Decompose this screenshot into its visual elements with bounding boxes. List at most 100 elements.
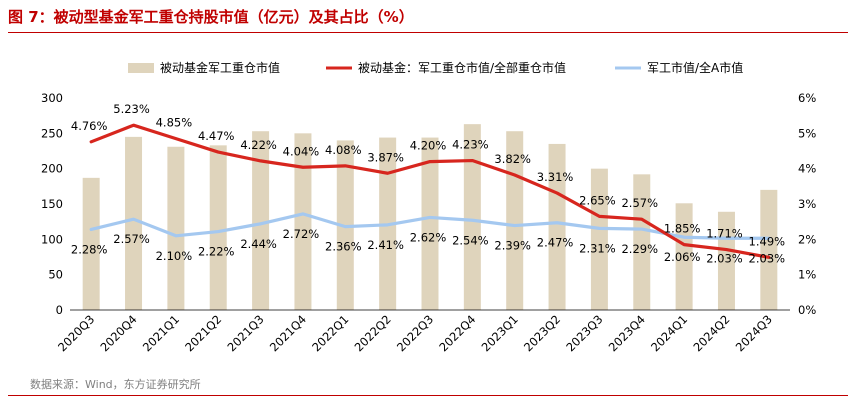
bar-mark: [633, 174, 651, 310]
blue-series-point: [217, 230, 220, 233]
blue-series-point: [174, 234, 178, 237]
blue-series-data-label: 2.44%: [240, 237, 277, 251]
blue-series-point: [301, 212, 305, 216]
bar-mark: [252, 131, 270, 310]
blue-series-data-label: 2.72%: [283, 227, 320, 241]
blue-series-point: [682, 236, 686, 239]
y-left-tick-label: 0: [56, 303, 63, 317]
legend-red-line-label: 被动基金：军工重仓市值/全部重仓市值: [358, 60, 566, 75]
red-series-point: [428, 160, 432, 163]
x-tick-label: 2023Q1: [479, 312, 521, 354]
blue-series-data-label: 2.36%: [325, 240, 362, 254]
x-tick-label: 2024Q3: [733, 312, 775, 354]
red-series-point: [132, 124, 135, 127]
bar-mark: [548, 143, 566, 310]
red-series-point: [513, 173, 516, 177]
blue-series-point: [428, 216, 432, 219]
red-series-point: [386, 172, 389, 175]
x-tick-label: 2024Q2: [690, 312, 732, 354]
y-left-tick-label: 250: [41, 126, 63, 140]
legend-bar-label: 被动基金军工重仓市值: [160, 60, 280, 75]
x-tick-label: 2022Q1: [309, 312, 351, 354]
y-left-tick-label: 300: [41, 91, 63, 105]
blue-series-point: [513, 224, 516, 227]
bar-mark: [717, 211, 735, 310]
red-series-data-label: 1.71%: [706, 227, 743, 241]
bar-mark: [421, 137, 439, 310]
legend-bar-swatch: [128, 63, 154, 73]
chart-title: 图 7：被动型基金军工重仓持股市值（亿元）及其占比（%）: [8, 8, 414, 26]
red-series-data-label: 4.23%: [452, 138, 489, 152]
y-left-tick-label: 200: [41, 162, 63, 176]
x-tick-label: 2023Q2: [521, 312, 563, 354]
bar-mark: [125, 136, 143, 310]
x-tick-label: 2021Q2: [182, 312, 224, 354]
red-series-data-label: 3.31%: [537, 170, 574, 184]
title-divider: [8, 32, 848, 33]
red-series-data-label: 3.87%: [367, 150, 404, 164]
blue-series-point: [89, 228, 93, 231]
x-tick-label: 2022Q2: [352, 312, 394, 354]
red-series-point: [767, 256, 771, 259]
red-series-point: [471, 159, 474, 162]
red-series-data-label: 2.57%: [621, 196, 658, 210]
red-series-data-label: 4.76%: [71, 119, 108, 133]
y-right-tick-label: 5%: [798, 126, 816, 140]
red-series-point: [725, 248, 728, 251]
x-tick-label: 2021Q4: [267, 312, 309, 354]
y-right-tick-label: 3%: [798, 197, 816, 211]
bar-mark: [82, 177, 100, 310]
red-series-point: [217, 150, 220, 154]
x-tick-label: 2020Q4: [97, 312, 139, 354]
blue-series-data-label: 2.03%: [706, 251, 743, 265]
blue-series-point: [386, 223, 389, 227]
red-series-data-label: 1.85%: [664, 222, 701, 236]
x-tick-label: 2021Q1: [140, 312, 182, 354]
y-right-tick-label: 4%: [798, 162, 816, 176]
y-left-tick-label: 100: [41, 232, 63, 246]
red-series-point: [682, 243, 686, 246]
y-left-tick-label: 150: [41, 197, 63, 211]
x-tick-label: 2023Q3: [563, 312, 605, 354]
x-tick-label: 2023Q4: [606, 312, 648, 354]
blue-series-data-label: 2.41%: [367, 238, 404, 252]
blue-series-data-label: 2.57%: [113, 232, 150, 246]
red-series-point: [640, 217, 643, 221]
blue-series-data-label: 2.22%: [198, 245, 235, 259]
red-series-data-label: 4.85%: [156, 116, 193, 130]
bottom-divider: [8, 395, 848, 396]
blue-series-data-label: 2.28%: [71, 242, 108, 256]
blue-series-data-label: 2.06%: [664, 250, 701, 264]
blue-series-point: [259, 222, 262, 225]
red-series-point: [598, 215, 601, 218]
red-series-data-label: 1.49%: [749, 234, 786, 248]
blue-series-data-label: 2.31%: [579, 241, 616, 255]
x-tick-label: 2020Q3: [55, 312, 97, 354]
y-right-tick-label: 1%: [798, 268, 816, 282]
blue-series-point: [344, 225, 347, 228]
bar-mark: [167, 146, 185, 310]
red-series-point: [174, 137, 178, 140]
blue-series-point: [598, 227, 601, 230]
red-series-point: [259, 159, 262, 163]
red-series-data-label: 4.04%: [283, 144, 320, 158]
red-series-point: [555, 191, 559, 195]
legend-blue-line-label: 军工市值/全A市值: [647, 60, 743, 75]
x-tick-label: 2022Q4: [436, 312, 478, 354]
blue-series-data-label: 2.62%: [410, 230, 447, 244]
red-series-point: [301, 166, 305, 169]
blue-series-data-label: 2.29%: [621, 242, 658, 256]
blue-series-point: [640, 227, 643, 231]
bar-mark: [675, 203, 693, 310]
y-right-tick-label: 0%: [798, 303, 816, 317]
red-series-data-label: 4.20%: [410, 139, 447, 153]
blue-series-data-label: 2.39%: [494, 239, 531, 253]
blue-series-point: [725, 237, 728, 240]
data-source-note: 数据来源：Wind，东方证券研究所: [30, 378, 201, 391]
bar-mark: [209, 145, 227, 310]
blue-series-point: [471, 219, 474, 222]
red-series-data-label: 2.65%: [579, 193, 616, 207]
x-tick-label: 2024Q1: [648, 312, 690, 354]
red-series-data-label: 5.23%: [113, 102, 150, 116]
